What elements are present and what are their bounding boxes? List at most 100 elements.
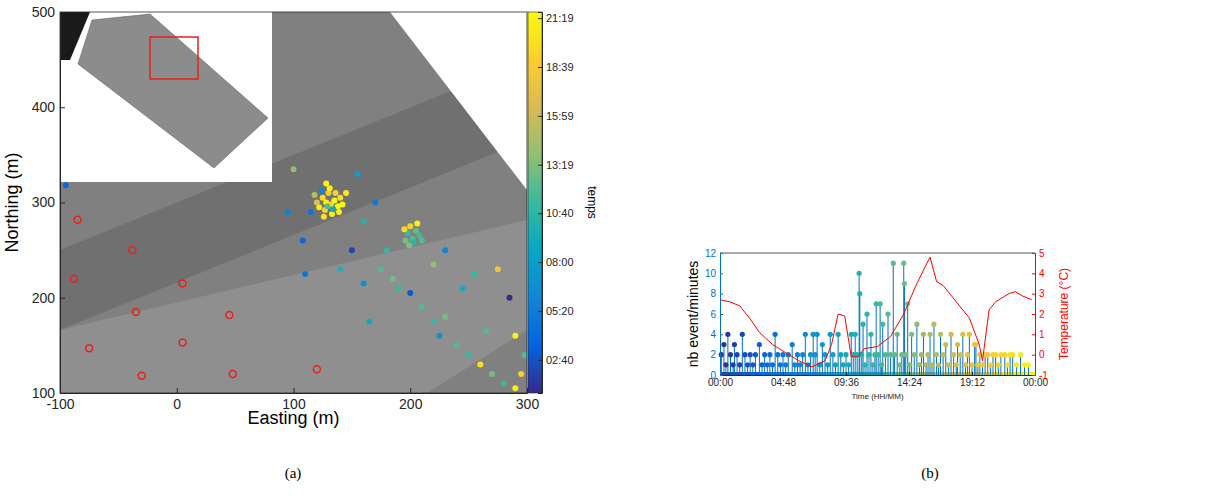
stem <box>916 324 917 375</box>
tick: 6 <box>710 309 723 320</box>
tick: 5 <box>1032 248 1045 259</box>
tick-mark <box>1032 253 1035 254</box>
stem-marker <box>948 332 953 337</box>
stem <box>822 345 823 376</box>
stem-marker <box>909 332 914 337</box>
stem-marker <box>828 332 833 337</box>
stem-marker <box>853 332 858 337</box>
inset-bg <box>60 12 272 182</box>
tick-label: 100 <box>32 385 56 401</box>
tick-label: 300 <box>32 194 56 210</box>
tick: 4 <box>1032 268 1045 279</box>
tick-mark <box>1032 355 1035 356</box>
tick: 10 <box>705 268 723 279</box>
stem-marker <box>980 362 985 367</box>
stem-marker <box>895 332 900 337</box>
stem-marker <box>864 311 869 316</box>
tick-label: 1 <box>1039 329 1045 340</box>
stem-marker <box>1002 352 1007 357</box>
tick-label: 500 <box>32 4 56 20</box>
tick-mark <box>60 12 65 13</box>
tick-label: 15:59 <box>546 110 574 122</box>
no-coverage <box>390 12 527 190</box>
stem <box>945 345 946 376</box>
tick: 13:19 <box>538 159 574 171</box>
tick: 19:12 <box>960 372 985 388</box>
stem <box>859 294 860 375</box>
stem-marker <box>954 362 959 367</box>
stem-marker <box>775 352 780 357</box>
stem-marker <box>765 362 770 367</box>
stem-marker <box>721 342 726 347</box>
tick-mark <box>538 67 542 68</box>
stem <box>861 355 862 375</box>
frame-top <box>720 253 1035 254</box>
stem-marker <box>795 352 800 357</box>
stem-marker <box>753 352 758 357</box>
tick-label: 14:24 <box>897 377 922 388</box>
tick-label: 2 <box>1039 309 1045 320</box>
tick: 02:40 <box>538 354 574 366</box>
event-point <box>372 200 378 206</box>
tick-label: 04:48 <box>771 377 796 388</box>
tick: 09:36 <box>834 372 859 388</box>
tick-mark <box>538 116 542 117</box>
stem-marker <box>892 352 897 357</box>
tick-mark <box>60 393 65 394</box>
stem <box>888 314 889 375</box>
station <box>129 247 136 254</box>
stem-marker <box>917 362 922 367</box>
axis-line <box>61 388 528 394</box>
colorbar <box>528 12 542 393</box>
stem-marker <box>862 362 867 367</box>
tick-mark <box>720 375 723 376</box>
inset-map-dark <box>60 12 90 60</box>
stem-marker <box>737 362 742 367</box>
tick: 2 <box>710 349 723 360</box>
stem <box>903 263 904 375</box>
tick-label: 200 <box>399 396 423 412</box>
event-point <box>333 190 339 196</box>
tick-label: 13:19 <box>546 159 574 171</box>
axis: 00:0004:4809:3614:2419:1200:00 <box>708 372 1048 388</box>
stem-marker <box>985 352 990 357</box>
frame <box>60 12 527 393</box>
tick-label: 0 <box>710 370 716 381</box>
y-axis-title: Northing (m) <box>2 152 22 252</box>
tick-mark <box>1032 375 1035 376</box>
stem-marker <box>833 362 838 367</box>
stem-marker <box>740 332 745 337</box>
tick-mark <box>177 388 178 393</box>
stem-marker <box>919 352 924 357</box>
tick-label: -1 <box>1039 370 1048 381</box>
axis-line <box>61 13 66 394</box>
event-point <box>63 182 69 188</box>
tick-label: 8 <box>710 288 716 299</box>
event-point <box>442 314 448 320</box>
stem-marker <box>927 332 932 337</box>
station <box>86 345 93 352</box>
tick-label: 05:20 <box>546 305 574 317</box>
event-point <box>483 328 489 334</box>
stem-marker <box>941 352 946 357</box>
tick: 200 <box>32 290 65 306</box>
stem-marker <box>891 261 896 266</box>
backdrop-band <box>60 220 527 393</box>
stem-marker <box>748 352 753 357</box>
tick: 10:40 <box>538 207 574 219</box>
axis: 100 200 300 400 500 <box>32 4 65 401</box>
tick: 100 <box>32 385 65 401</box>
tick-label: 12 <box>705 248 717 259</box>
event-point <box>403 238 409 244</box>
panel-caption: (a) <box>285 465 302 482</box>
stem-marker <box>780 352 785 357</box>
stem-marker <box>967 332 972 337</box>
stem-marker <box>921 332 926 337</box>
stem <box>905 355 906 375</box>
tick: -1 <box>1032 370 1048 381</box>
event-point <box>355 171 361 177</box>
backdrop <box>60 12 527 393</box>
stem-marker <box>912 352 917 357</box>
tick: 400 <box>32 99 65 115</box>
tick-label: 19:12 <box>960 377 985 388</box>
